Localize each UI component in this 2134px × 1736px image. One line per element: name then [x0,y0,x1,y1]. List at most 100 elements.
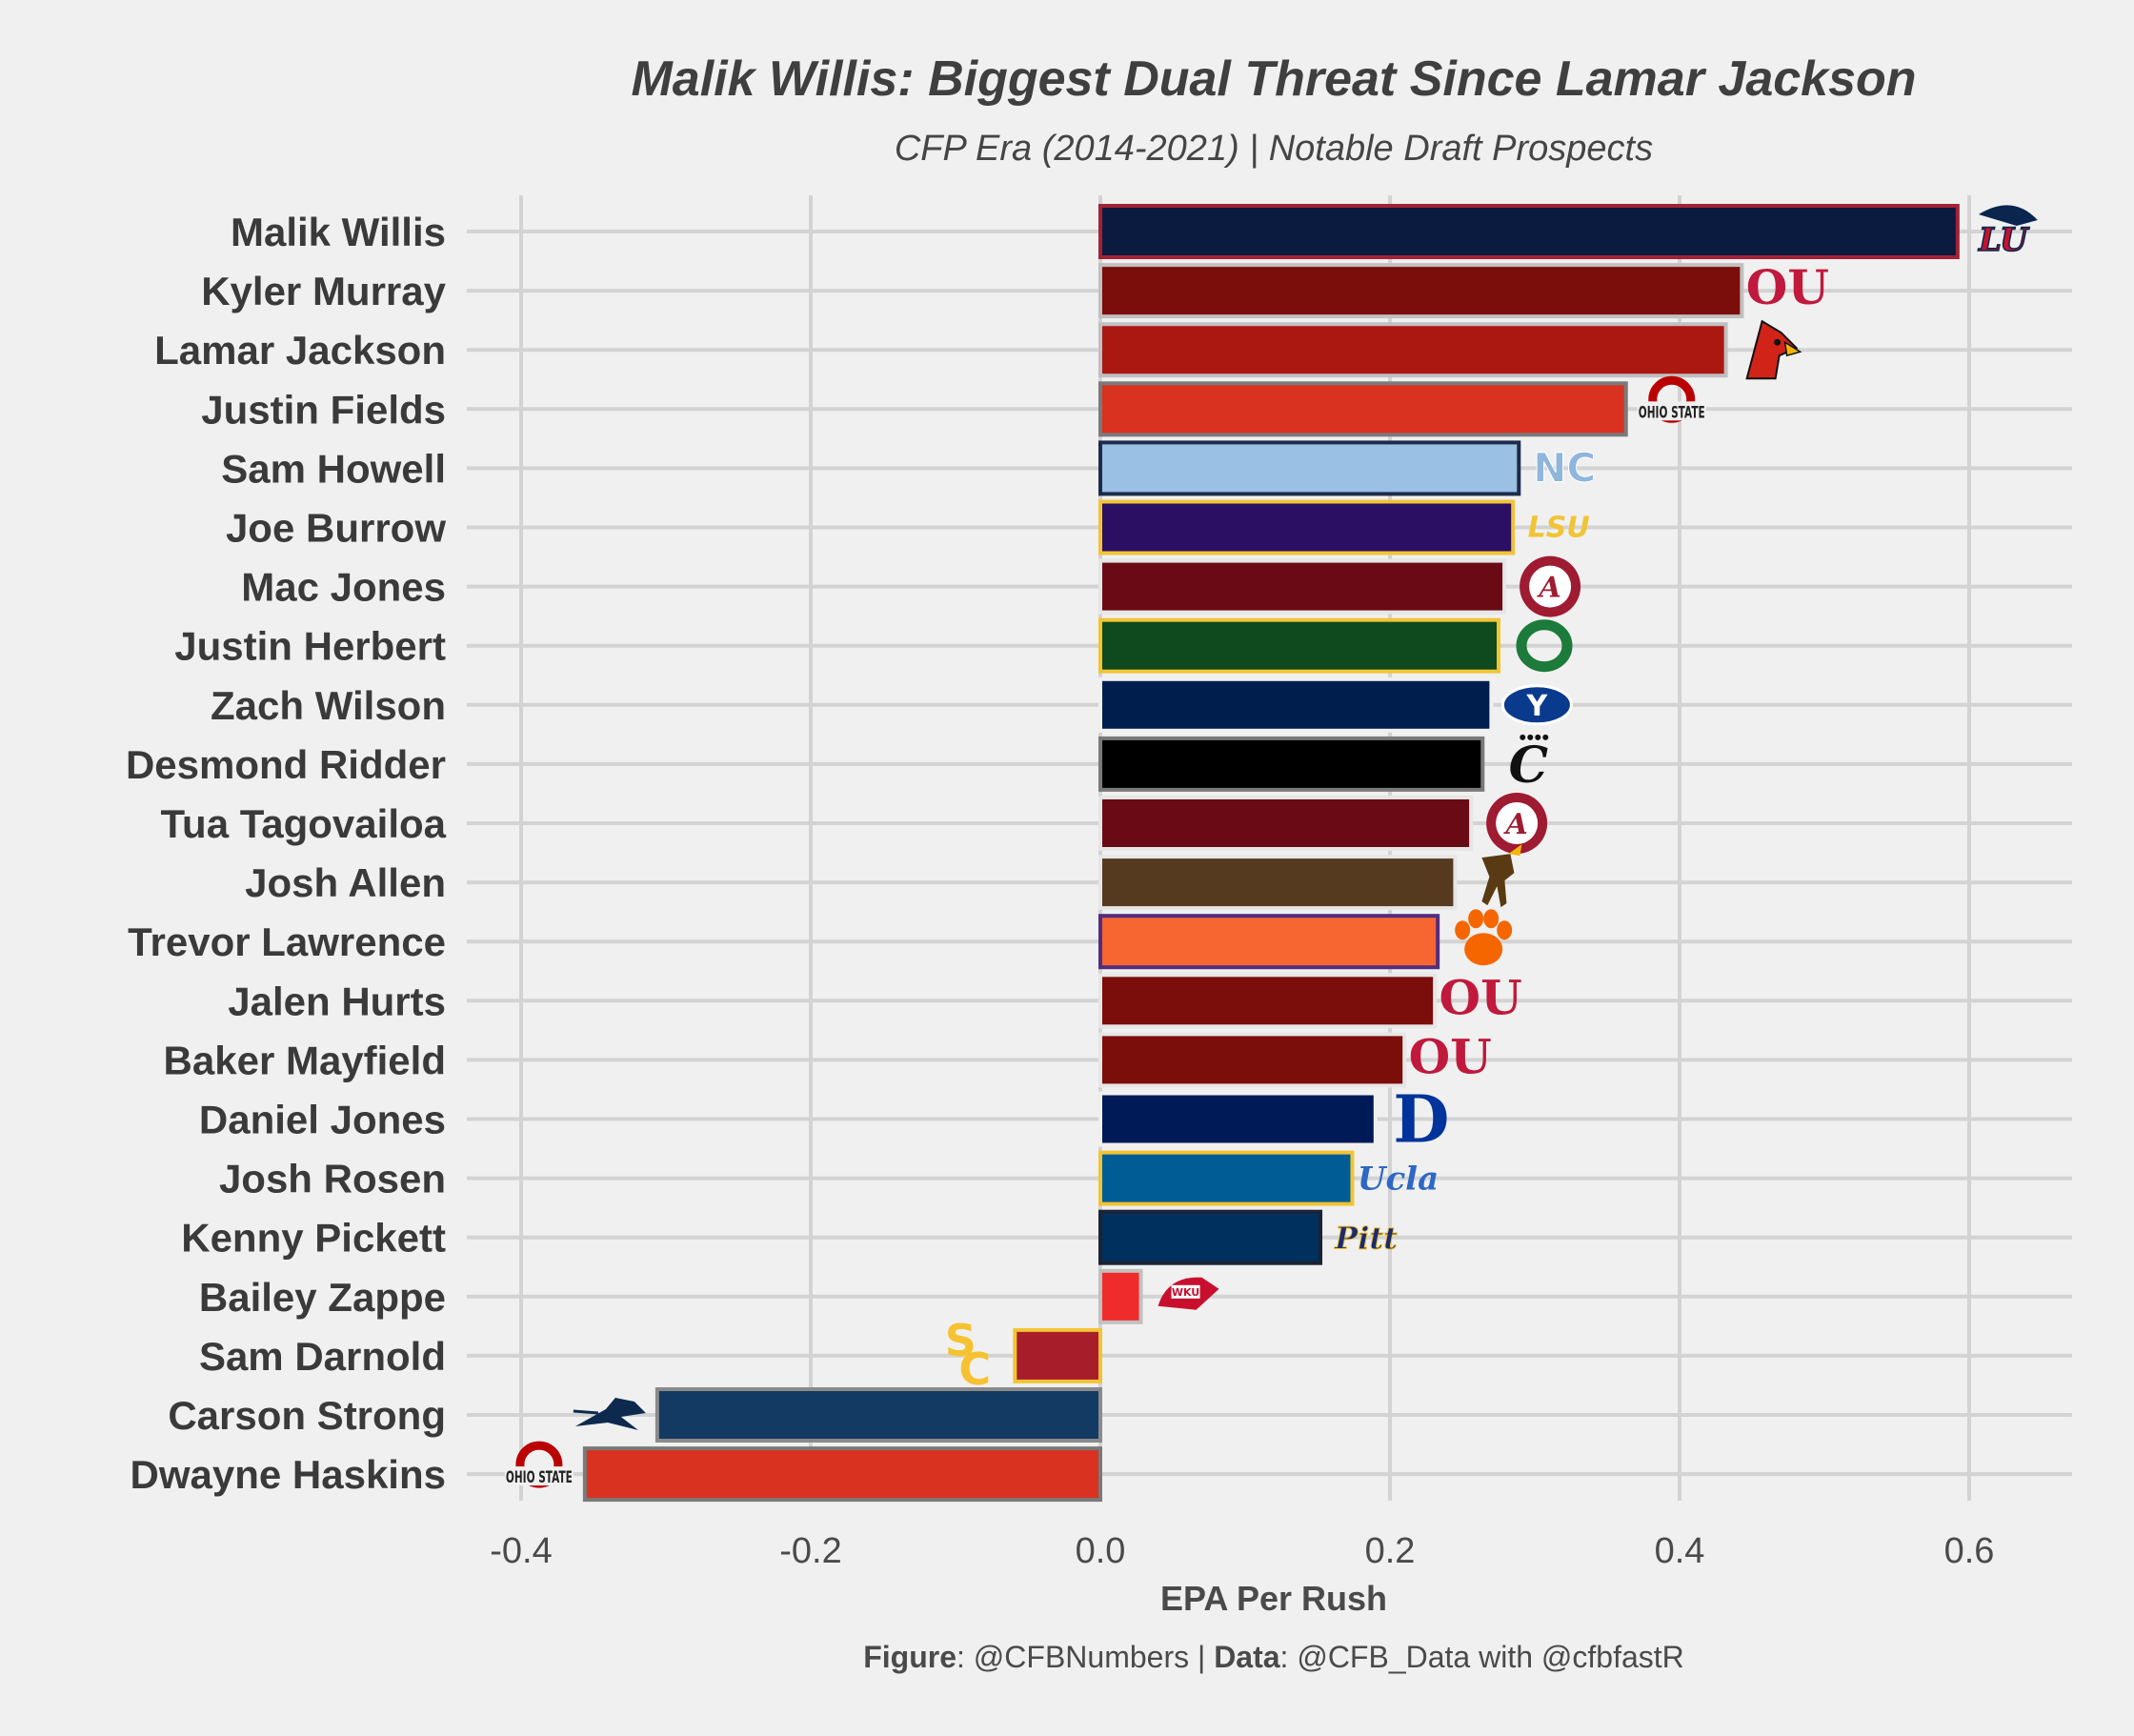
chart-subtitle: CFP Era (2014-2021) | Notable Draft Pros… [895,129,1653,169]
pitt-logo-icon: Pitt [1334,1220,1399,1257]
bar-daniel-jones [1098,1091,1378,1147]
bar-tua-tagovailoa [1098,796,1474,851]
bar-malik-willis [1098,204,1960,259]
svg-text:C: C [1509,737,1548,795]
bar-dwayne-haskins [582,1446,1102,1503]
svg-text:WKU: WKU [1172,1286,1199,1299]
x-axis-title: EPA Per Rush [1160,1579,1387,1618]
y-label-lamar-jackson: Lamar Jackson [154,328,446,373]
y-label-josh-rosen: Josh Rosen [219,1157,446,1201]
x-tick-label: 0.4 [1655,1531,1705,1571]
svg-text:OU: OU [1439,969,1522,1025]
oklahoma-logo-icon: OU [1439,969,1522,1025]
y-label-malik-willis: Malik Willis [231,210,446,254]
bar-josh-rosen [1098,1150,1355,1206]
caption-data-label: Data [1214,1640,1280,1674]
wyoming-logo-icon [1481,844,1522,908]
svg-text:C: C [958,1343,991,1395]
bar-mac-jones [1098,558,1507,615]
bar-zach-wilson [1098,676,1494,733]
alabama-logo-icon: A [1486,793,1548,854]
duke-logo-icon: D [1393,1082,1449,1159]
y-label-sam-howell: Sam Howell [221,446,446,491]
y-label-baker-mayfield: Baker Mayfield [164,1038,446,1082]
bar-trevor-lawrence [1098,914,1440,970]
svg-text:LU: LU [1978,221,2030,259]
x-tick-label: -0.4 [490,1531,552,1571]
svg-text:Pitt: Pitt [1334,1221,1398,1257]
caption-figure-label: Figure [863,1640,956,1674]
bar-justin-herbert [1098,617,1500,674]
bar-josh-allen [1098,855,1458,911]
caption-figure-value: : @CFBNumbers | [956,1640,1214,1674]
clemson-logo-icon [1455,909,1513,966]
chart-title: Malik Willis: Biggest Dual Threat Since … [631,51,1916,107]
bar-lamar-jackson [1098,322,1728,378]
ohio-state-logo-icon: OHIO STATE [504,1441,574,1488]
oklahoma-logo-icon: OU [1409,1028,1492,1084]
bar-joe-burrow [1098,499,1516,555]
ucla-logo-icon: Ucla [1358,1161,1439,1199]
y-label-carson-strong: Carson Strong [168,1393,446,1438]
svg-text:Y: Y [1526,690,1549,723]
bars [582,204,1960,1503]
y-label-bailey-zappe: Bailey Zappe [199,1275,446,1320]
y-label-zach-wilson: Zach Wilson [211,683,446,728]
svg-text:A: A [1502,808,1527,841]
bar-jalen-hurts [1098,973,1438,1029]
y-label-mac-jones: Mac Jones [241,565,446,610]
bar-baker-mayfield [1098,1032,1407,1088]
svg-text:OU: OU [1746,259,1829,315]
y-label-dwayne-haskins: Dwayne Haskins [131,1452,447,1497]
oregon-logo-icon [1516,619,1573,673]
wku-logo-icon: WKU [1158,1277,1219,1310]
y-label-justin-herbert: Justin Herbert [174,624,446,669]
svg-text:Ucla: Ucla [1358,1161,1439,1199]
y-label-kyler-murray: Kyler Murray [201,269,446,313]
alabama-logo-icon: A [1520,555,1581,617]
louisville-logo-icon [1745,319,1802,380]
x-axis-tick-labels: -0.4 -0.2 0.0 0.2 0.4 0.6 [490,1531,1994,1571]
y-label-daniel-jones: Daniel Jones [199,1098,446,1142]
svg-text:OU: OU [1409,1028,1492,1084]
liberty-logo-icon: LU [1977,205,2038,260]
bar-kenny-pickett [1098,1209,1323,1265]
svg-text:OHIO STATE: OHIO STATE [1639,403,1705,422]
y-label-desmond-ridder: Desmond Ridder [126,742,446,787]
y-label-trevor-lawrence: Trevor Lawrence [128,919,446,964]
bar-sam-darnold [1013,1327,1102,1383]
cincinnati-logo-icon: C [1509,734,1549,795]
bar-kyler-murray [1098,263,1744,319]
oklahoma-logo-icon: OU [1746,259,1829,315]
svg-text:LSU: LSU [1528,512,1590,545]
bar-bailey-zappe [1098,1268,1143,1324]
y-axis-labels: Malik Willis Kyler Murray Lamar Jackson Jus… [126,210,447,1497]
x-tick-label: 0.2 [1365,1531,1416,1571]
y-label-tua-tagovailoa: Tua Tagovailoa [161,801,447,846]
x-tick-label: 0.0 [1076,1531,1126,1571]
nevada-logo-icon [573,1398,646,1430]
x-tick-label: -0.2 [779,1531,841,1571]
caption: Figure: @CFBNumbers | Data: @CFB_Data wi… [863,1640,1684,1674]
y-label-kenny-pickett: Kenny Pickett [181,1216,446,1261]
usc-logo-icon: SC [945,1315,991,1395]
bar-justin-fields [1098,381,1628,437]
caption-data-value: : @CFB_Data with @cfbfastR [1280,1640,1684,1674]
bar-desmond-ridder [1098,736,1485,792]
y-label-sam-darnold: Sam Darnold [199,1334,446,1379]
y-label-josh-allen: Josh Allen [245,860,446,905]
svg-text:A: A [1536,572,1560,605]
svg-text:S: S [945,1315,976,1366]
y-label-jalen-hurts: Jalen Hurts [228,979,446,1023]
unc-logo-icon: NC [1533,444,1597,492]
byu-logo-icon: Y [1500,684,1573,726]
bar-sam-howell [1098,440,1521,496]
svg-text:D: D [1393,1082,1449,1159]
y-label-joe-burrow: Joe Burrow [226,506,446,551]
ohio-state-logo-icon: OHIO STATE [1637,375,1706,423]
svg-text:OHIO STATE: OHIO STATE [506,1468,573,1487]
bar-carson-strong [654,1387,1102,1443]
svg-text:NC: NC [1533,444,1596,491]
